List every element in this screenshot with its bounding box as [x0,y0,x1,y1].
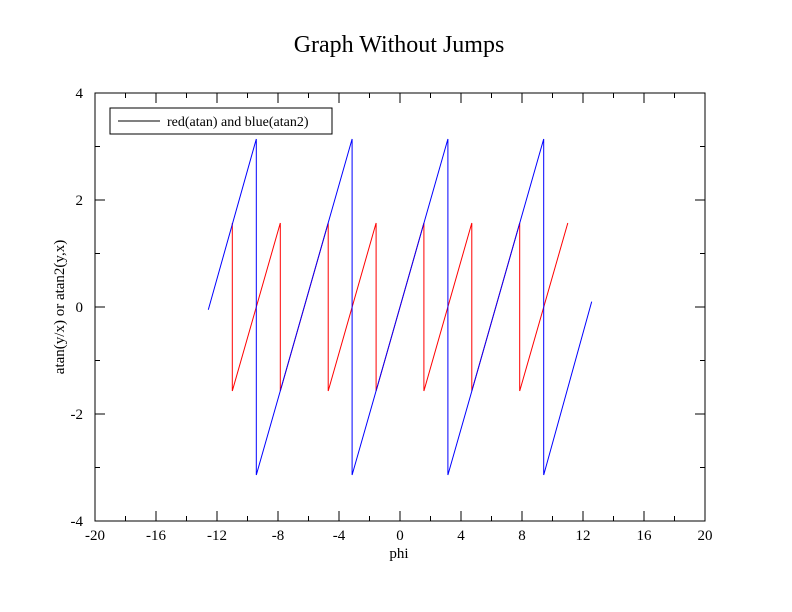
y-tick-label: 2 [76,193,84,209]
y-tick-label: -4 [71,514,84,530]
x-axis-label: phi [389,546,408,562]
x-tick-label: -20 [85,528,105,544]
x-tick-label: -12 [207,528,227,544]
x-tick-labels: -20 -16 -12 -8 -4 0 4 8 12 16 20 [85,528,713,544]
series-line-1 [207,138,593,476]
x-tick-label: 8 [518,528,526,544]
axis-ticks [94,92,706,522]
x-tick-label: -4 [333,528,346,544]
x-tick-label: 16 [637,528,653,544]
y-tick-label: -2 [71,407,84,423]
y-tick-label: 4 [76,86,84,102]
y-tick-label: 0 [76,300,84,316]
legend: red(atan) and blue(atan2) [109,107,333,135]
x-tick-label: 20 [698,528,713,544]
y-axis-label: atan(y/x) or atan2(y,x) [52,240,68,374]
y-tick-labels: -4 -2 0 2 4 [71,86,84,530]
x-tick-label: 0 [396,528,404,544]
series-layer [207,138,593,476]
x-tick-label: -16 [146,528,166,544]
x-tick-label: 4 [457,528,465,544]
x-tick-label: -8 [272,528,285,544]
chart-title: Graph Without Jumps [294,32,505,58]
x-tick-label: 12 [576,528,591,544]
legend-entry-label: red(atan) and blue(atan2) [167,115,309,130]
